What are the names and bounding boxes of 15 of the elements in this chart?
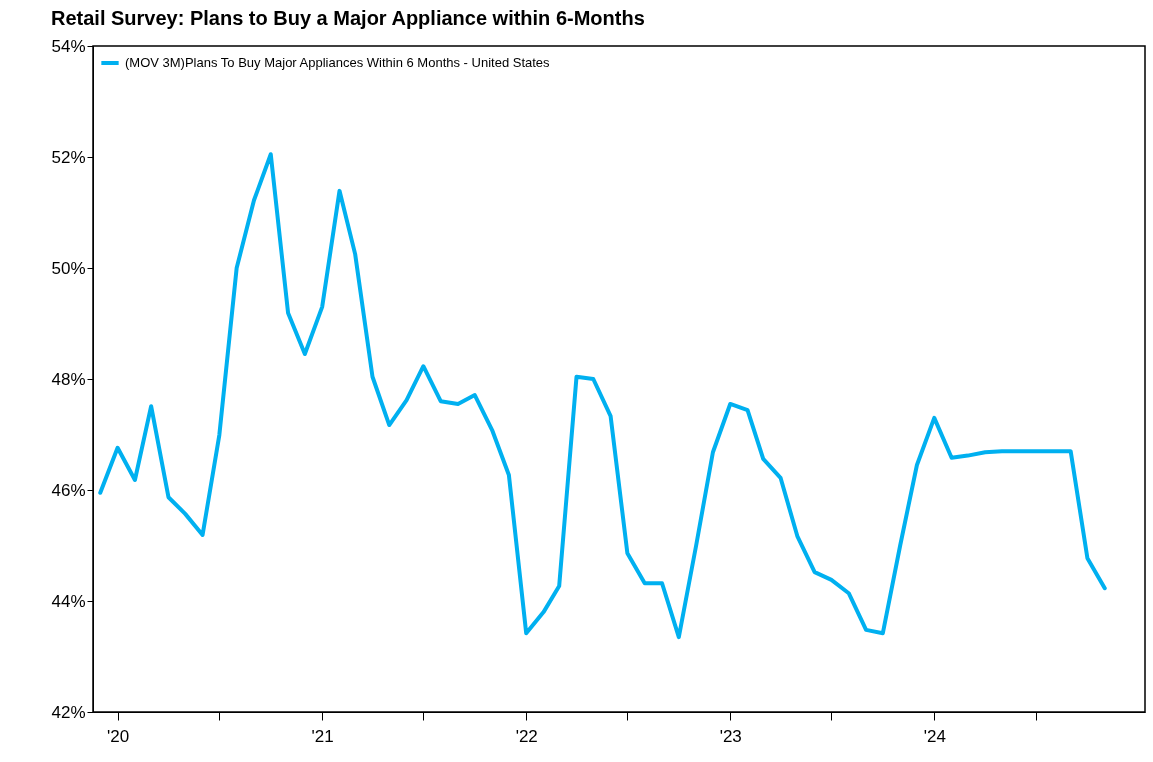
y-tick-label: 52% [51, 147, 86, 167]
x-tick-label: '23 [719, 726, 742, 746]
y-tick-label: 46% [51, 480, 86, 500]
y-tick-label: 42% [51, 702, 86, 722]
y-tick-label: 50% [51, 258, 86, 278]
x-tick-label: '21 [311, 726, 334, 746]
legend-label: (MOV 3M)Plans To Buy Major Appliances Within 6 Months - United States [125, 55, 551, 70]
x-tick-label: '22 [515, 726, 538, 746]
x-tick-label: '24 [923, 726, 946, 746]
line-series [98, 152, 1107, 640]
y-tick-label: 54% [51, 36, 86, 56]
x-tick-label: '20 [107, 726, 130, 746]
y-tick-label: 44% [51, 591, 86, 611]
y-tick-label: 48% [51, 369, 86, 389]
chart-title: Retail Survey: Plans to Buy a Major Appliance within 6-Months [50, 7, 645, 29]
